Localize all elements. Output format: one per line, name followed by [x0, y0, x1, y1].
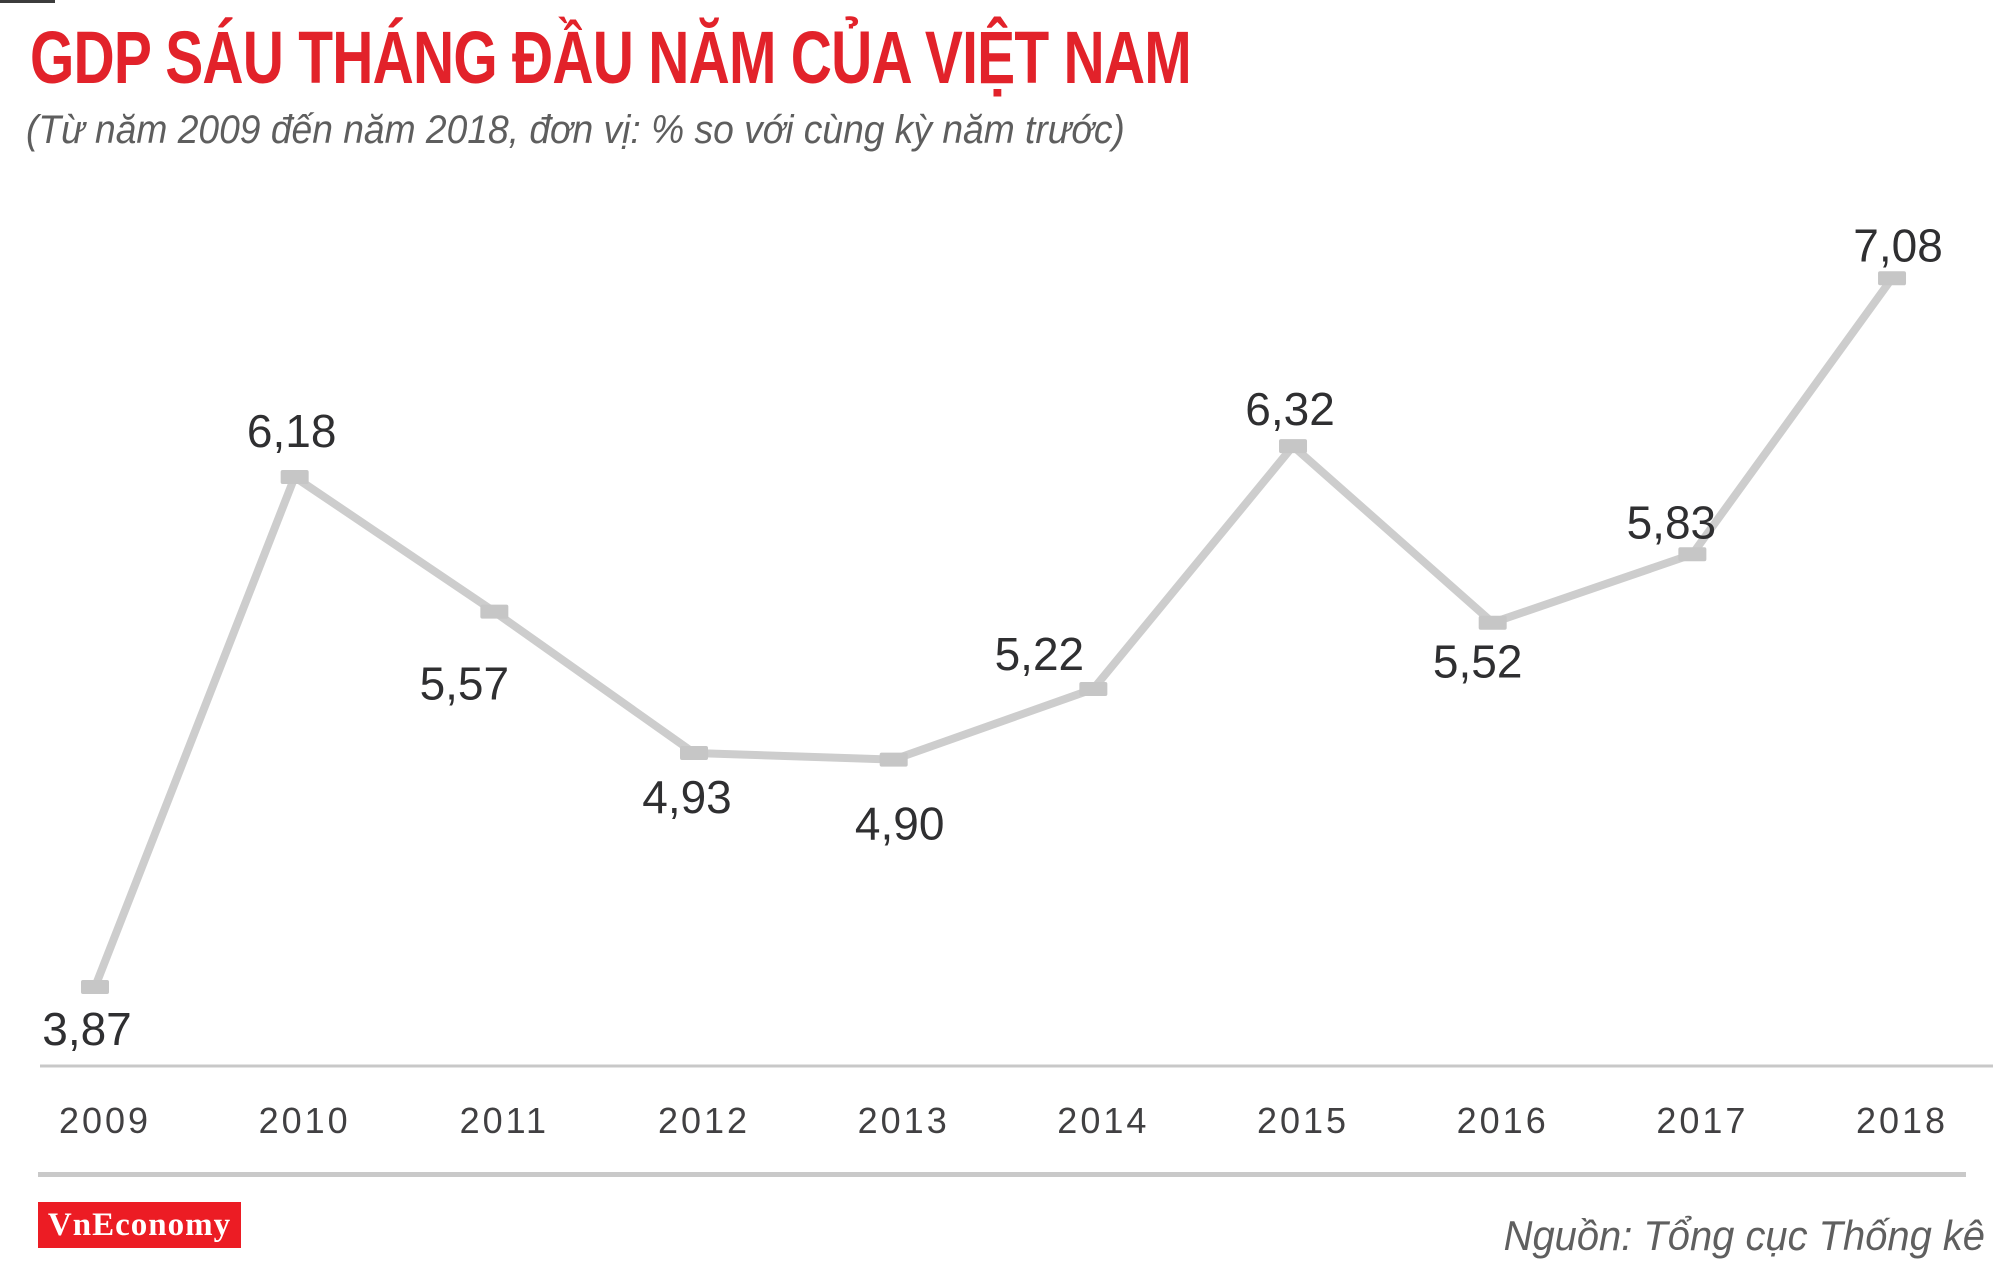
x-axis-label-2010: 2010 — [259, 1100, 351, 1141]
x-axis-label-2017: 2017 — [1656, 1100, 1748, 1141]
data-point-label-2016: 5,52 — [1433, 636, 1523, 688]
data-point-marker-2012 — [680, 745, 709, 760]
vneconomy-logo-text: VnEconomy — [47, 1206, 232, 1243]
x-axis-label-2013: 2013 — [858, 1100, 950, 1141]
x-axis-label-2009: 2009 — [59, 1100, 151, 1141]
data-point-marker-2018 — [1878, 271, 1907, 286]
vneconomy-logo[interactable]: VnEconomy — [38, 1202, 241, 1248]
data-point-label-2014: 5,22 — [995, 628, 1085, 680]
chart-title: GDP SÁU THÁNG ĐẦU NĂM CỦA VIỆT NAM — [30, 16, 1192, 99]
data-point-marker-2013 — [879, 752, 908, 767]
data-point-marker-2016 — [1478, 615, 1507, 630]
screen-edge-artifact — [0, 0, 55, 3]
data-point-marker-2015 — [1279, 439, 1308, 454]
source-credit: Nguồn: Tổng cục Thống kê — [1503, 1212, 1985, 1259]
data-point-label-2017: 5,83 — [1627, 496, 1717, 548]
data-point-marker-2010 — [280, 469, 309, 484]
data-point-marker-2017 — [1678, 547, 1707, 562]
data-point-label-2015: 6,32 — [1245, 383, 1335, 435]
data-point-label-2018: 7,08 — [1853, 219, 1943, 271]
chart-subtitle: (Từ năm 2009 đến năm 2018, đơn vị: % so … — [26, 108, 1125, 152]
x-axis-label-2016: 2016 — [1457, 1100, 1549, 1141]
series-line — [91, 275, 1896, 989]
data-point-marker-2011 — [480, 604, 509, 619]
data-point-label-2012: 4,93 — [642, 771, 732, 823]
x-axis-label-2014: 2014 — [1057, 1100, 1149, 1141]
footer-divider-bar — [38, 1172, 1966, 1177]
data-point-label-2009: 3,87 — [42, 1003, 132, 1055]
x-axis-label-2015: 2015 — [1257, 1100, 1349, 1141]
x-axis-label-2012: 2012 — [658, 1100, 750, 1141]
data-point-label-2011: 5,57 — [420, 658, 510, 710]
data-point-label-2013: 4,90 — [855, 798, 945, 850]
data-point-label-2010: 6,18 — [247, 405, 337, 457]
x-axis-label-2018: 2018 — [1856, 1100, 1948, 1141]
x-axis-label-2011: 2011 — [460, 1100, 549, 1141]
data-point-marker-2009 — [81, 980, 109, 994]
data-point-marker-2014 — [1079, 681, 1108, 696]
